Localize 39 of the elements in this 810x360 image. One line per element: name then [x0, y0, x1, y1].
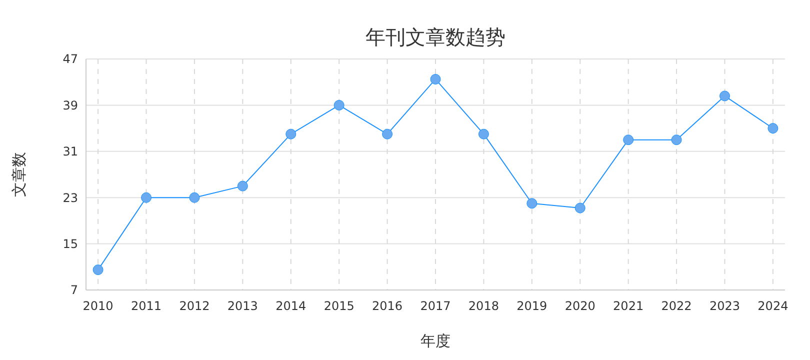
x-tick-label: 2021: [613, 299, 644, 313]
y-tick-label: 23: [62, 190, 78, 205]
point: [574, 202, 586, 214]
point: [430, 74, 441, 84]
y-tick-label: 31: [62, 144, 78, 159]
x-tick-label: 2022: [661, 299, 692, 313]
point: [623, 134, 634, 146]
x-tick-label: 2020: [564, 299, 596, 313]
point: [671, 134, 682, 146]
x-tick-label: 2013: [227, 299, 258, 313]
x-tick-label: 2019: [516, 299, 548, 313]
chart-title: 年刊文章数趋势: [366, 25, 506, 49]
point: [189, 192, 200, 203]
x-axis-title: 年度: [420, 332, 450, 350]
x-tick-label: 2010: [82, 299, 114, 313]
point: [237, 180, 248, 192]
x-tick-label: 2024: [758, 299, 788, 313]
point: [334, 100, 344, 110]
x-tick-label: 2018: [468, 299, 499, 313]
point: [286, 128, 296, 140]
x-tick-label: 2011: [130, 299, 162, 313]
x-tick-label: 2016: [372, 299, 403, 313]
y-axis-title: 文章数: [10, 152, 28, 197]
x-tick-label: 2023: [709, 299, 740, 313]
point: [526, 198, 538, 209]
y-tick-label: 7: [70, 283, 78, 298]
point: [92, 264, 104, 276]
y-tick-label: 39: [62, 98, 78, 112]
point: [478, 128, 489, 140]
y-tick-label: 47: [62, 52, 78, 66]
point: [719, 90, 730, 102]
point: [382, 128, 393, 140]
point: [768, 123, 778, 134]
x-tick-label: 2015: [324, 299, 354, 313]
x-tick-label: 2017: [420, 299, 451, 313]
x-tick-label: 2012: [179, 299, 210, 313]
y-tick-label: 15: [62, 237, 78, 251]
x-tick-label: 2014: [276, 299, 306, 313]
point: [141, 192, 152, 203]
